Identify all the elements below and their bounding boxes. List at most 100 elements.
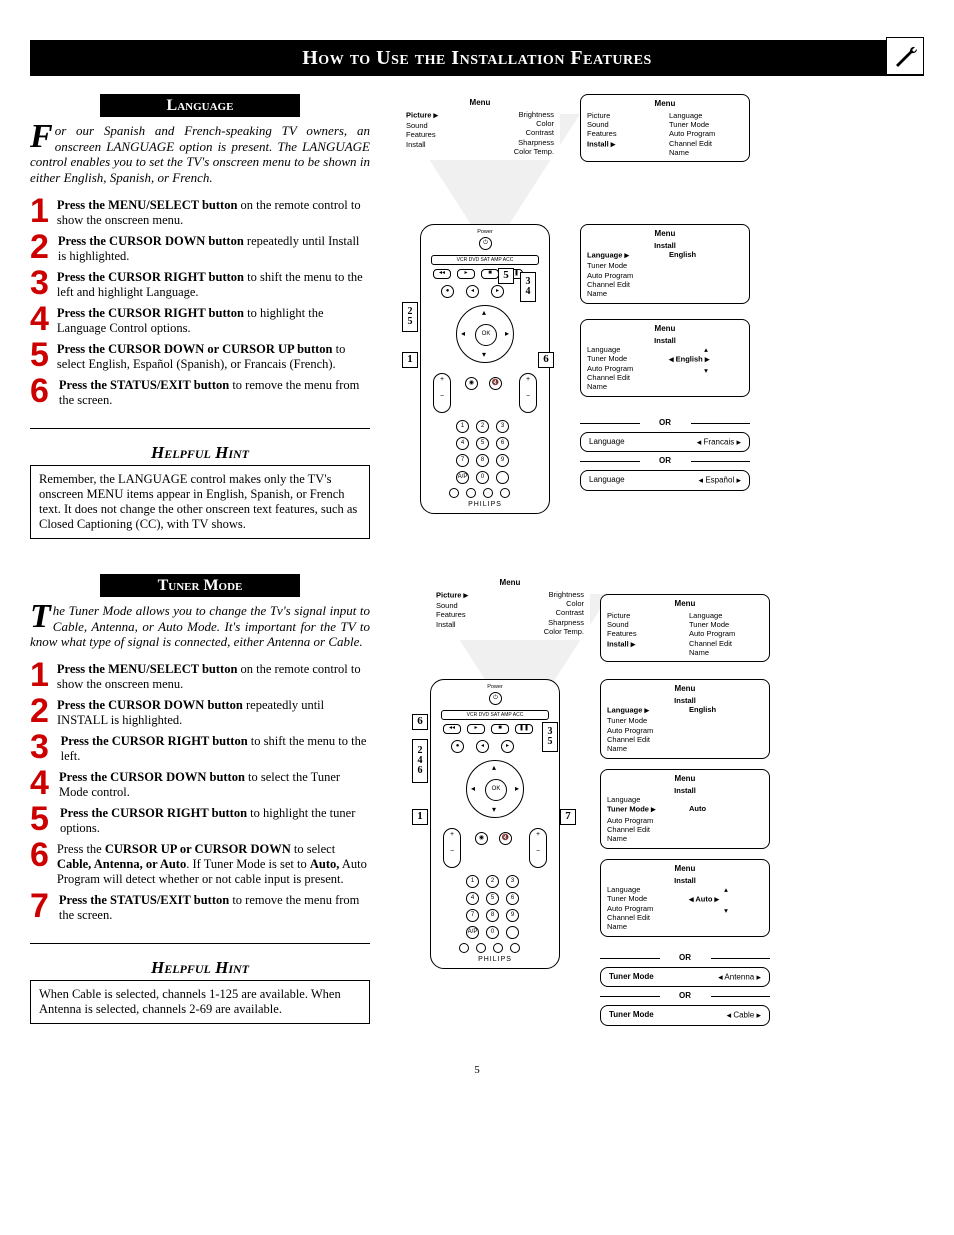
cursor-right-icon: ▸ xyxy=(505,329,509,339)
step-7: 7Press the STATUS/EXIT button to remove … xyxy=(30,891,370,923)
intro-rest: he Tuner Mode allows you to change the T… xyxy=(30,603,370,649)
keypad-5: 5 xyxy=(486,892,499,905)
menu-panel-espanol: Language ◂ Español ▸ xyxy=(580,470,750,491)
color-red-icon xyxy=(449,488,459,498)
cursor-right-icon: ▸ xyxy=(611,139,616,150)
color-red-icon xyxy=(459,943,469,953)
remote-control-icon: Power ⏻ VCR DVD SAT AMP ACC ◂◂ ▸ ■ ❚❚ ● … xyxy=(430,679,560,969)
menu-panel-auto-selected: Menu Install Language Tuner Mode Auto Pr… xyxy=(600,859,770,937)
rewind-icon: ◂◂ xyxy=(433,269,451,279)
channel-rocker-icon: +− xyxy=(529,828,547,868)
step-5: 5Press the CURSOR DOWN or CURSOR UP butt… xyxy=(30,340,370,372)
keypad-2: 2 xyxy=(486,875,499,888)
ok-button-icon: OK xyxy=(475,324,497,346)
color-blue-icon xyxy=(500,488,510,498)
keypad-4: 4 xyxy=(466,892,479,905)
record-icon: ● xyxy=(451,740,464,753)
menu-panel-english-selected: Menu Install Language Tuner Mode Auto Pr… xyxy=(580,319,750,397)
volume-rocker-icon: +− xyxy=(443,828,461,868)
remote-control-icon: Power ⏻ VCR DVD SAT AMP ACC ◂◂ ▸ ■ ❚❚ ● … xyxy=(420,224,550,514)
keypad-8: 8 xyxy=(486,909,499,922)
color-yellow-icon xyxy=(483,488,493,498)
mute-button-icon: 🔇 xyxy=(489,377,502,390)
or-divider: OR xyxy=(600,953,770,963)
cursor-up-icon: ▴ xyxy=(492,763,496,773)
callout-2-4-6: 246 xyxy=(412,739,428,783)
step-4: 4Press the CURSOR DOWN button to select … xyxy=(30,768,370,800)
step-1: 1Press the MENU/SELECT button on the rem… xyxy=(30,660,370,692)
keypad-ent xyxy=(506,926,519,939)
ok-button-icon: OK xyxy=(485,779,507,801)
keypad-7: 7 xyxy=(466,909,479,922)
hint-title: Helpful Hint xyxy=(30,958,370,981)
tuner-intro: The Tuner Mode allows you to change the … xyxy=(30,603,370,650)
tuner-hint: Helpful Hint When Cable is selected, cha… xyxy=(30,943,370,1024)
pause-icon: ❚❚ xyxy=(515,724,533,734)
page-title-bar: How to Use the Installation Features xyxy=(30,40,924,76)
source-strip: VCR DVD SAT AMP ACC xyxy=(431,255,539,265)
callout-3-4: 34 xyxy=(520,272,536,302)
step-4: 4Press the CURSOR RIGHT button to highli… xyxy=(30,304,370,336)
cursor-up-icon: ▴ xyxy=(482,308,486,318)
menu-panel-language: Menu Install Language ▸ Tuner Mode Auto … xyxy=(600,679,770,759)
keypad-1: 1 xyxy=(456,420,469,433)
cursor-left-icon: ◂ xyxy=(461,329,465,339)
cursor-right-icon: ▸ xyxy=(515,784,519,794)
callout-2-5: 25 xyxy=(402,302,418,332)
keypad-5: 5 xyxy=(476,437,489,450)
menu-panel-tuner-mode: Menu Install Language Tuner Mode ▸ Auto … xyxy=(600,769,770,849)
record-icon: ● xyxy=(441,285,454,298)
power-button-icon: ⏻ xyxy=(479,237,492,250)
keypad-9: 9 xyxy=(496,454,509,467)
menu-panel-language: Menu Install Language ▸ Tuner Mode Auto … xyxy=(580,224,750,304)
menu-button-icon: ◉ xyxy=(465,377,478,390)
keypad-6: 6 xyxy=(506,892,519,905)
keypad-4: 4 xyxy=(456,437,469,450)
play-icon: ▸ xyxy=(457,269,475,279)
keypad-ap: A/P xyxy=(456,471,469,484)
color-green-icon xyxy=(466,488,476,498)
next-icon: ▸ xyxy=(491,285,504,298)
cursor-right-icon: ▸ xyxy=(434,110,439,121)
prev-icon: ◂ xyxy=(476,740,489,753)
color-blue-icon xyxy=(510,943,520,953)
page-title: How to Use the Installation Features xyxy=(302,46,651,70)
menu-panel-install: Menu Picture Sound Features Install ▸ La… xyxy=(600,594,770,662)
step-1: 1Press the MENU/SELECT button on the rem… xyxy=(30,196,370,228)
keypad-2: 2 xyxy=(476,420,489,433)
step-3: 3Press the CURSOR RIGHT button to shift … xyxy=(30,268,370,300)
keypad-ent xyxy=(496,471,509,484)
language-intro: For our Spanish and French-speaking TV o… xyxy=(30,123,370,185)
next-icon: ▸ xyxy=(501,740,514,753)
keypad-0: 0 xyxy=(476,471,489,484)
language-heading: Language xyxy=(100,94,300,117)
tool-icon xyxy=(886,37,924,75)
prev-icon: ◂ xyxy=(466,285,479,298)
power-button-icon: ⏻ xyxy=(489,692,502,705)
mute-button-icon: 🔇 xyxy=(499,832,512,845)
language-diagram: Menu Picture ▸ Sound Features Install Br… xyxy=(400,94,924,544)
step-6: 6Press the CURSOR UP or CURSOR DOWN to s… xyxy=(30,840,370,887)
keypad-ap: A/P xyxy=(466,926,479,939)
tuner-or-block: OR Tuner Mode ◂ Antenna ▸ OR Tuner Mode … xyxy=(600,949,770,1026)
language-or-block: OR Language ◂ Francais ▸ OR Language ◂ E… xyxy=(580,414,750,491)
cursor-ring-icon: OK ▴ ▾ ◂ ▸ xyxy=(466,760,524,818)
stop-icon: ■ xyxy=(491,724,509,734)
intro-rest: or our Spanish and French-speaking TV ow… xyxy=(30,123,370,185)
menu-panel-install: Menu Picture Sound Features Install ▸ La… xyxy=(580,94,750,162)
language-section: Language For our Spanish and French-spea… xyxy=(30,94,924,544)
callout-1: 1 xyxy=(412,809,428,825)
cursor-down-icon: ▾ xyxy=(492,805,496,815)
menu-button-icon: ◉ xyxy=(475,832,488,845)
keypad-3: 3 xyxy=(506,875,519,888)
page-number: 5 xyxy=(30,1064,924,1077)
keypad-7: 7 xyxy=(456,454,469,467)
menu-panel-main: Menu Picture ▸ Sound Features Install Br… xyxy=(430,574,590,640)
cursor-ring-icon: OK ▴ ▾ ◂ ▸ xyxy=(456,305,514,363)
cursor-down-icon: ▾ xyxy=(482,350,486,360)
color-yellow-icon xyxy=(493,943,503,953)
step-5: 5Press the CURSOR RIGHT button to highli… xyxy=(30,804,370,836)
keypad-9: 9 xyxy=(506,909,519,922)
callout-3-5: 35 xyxy=(542,722,558,752)
menu-panel-cable: Tuner Mode ◂ Cable ▸ xyxy=(600,1005,770,1026)
